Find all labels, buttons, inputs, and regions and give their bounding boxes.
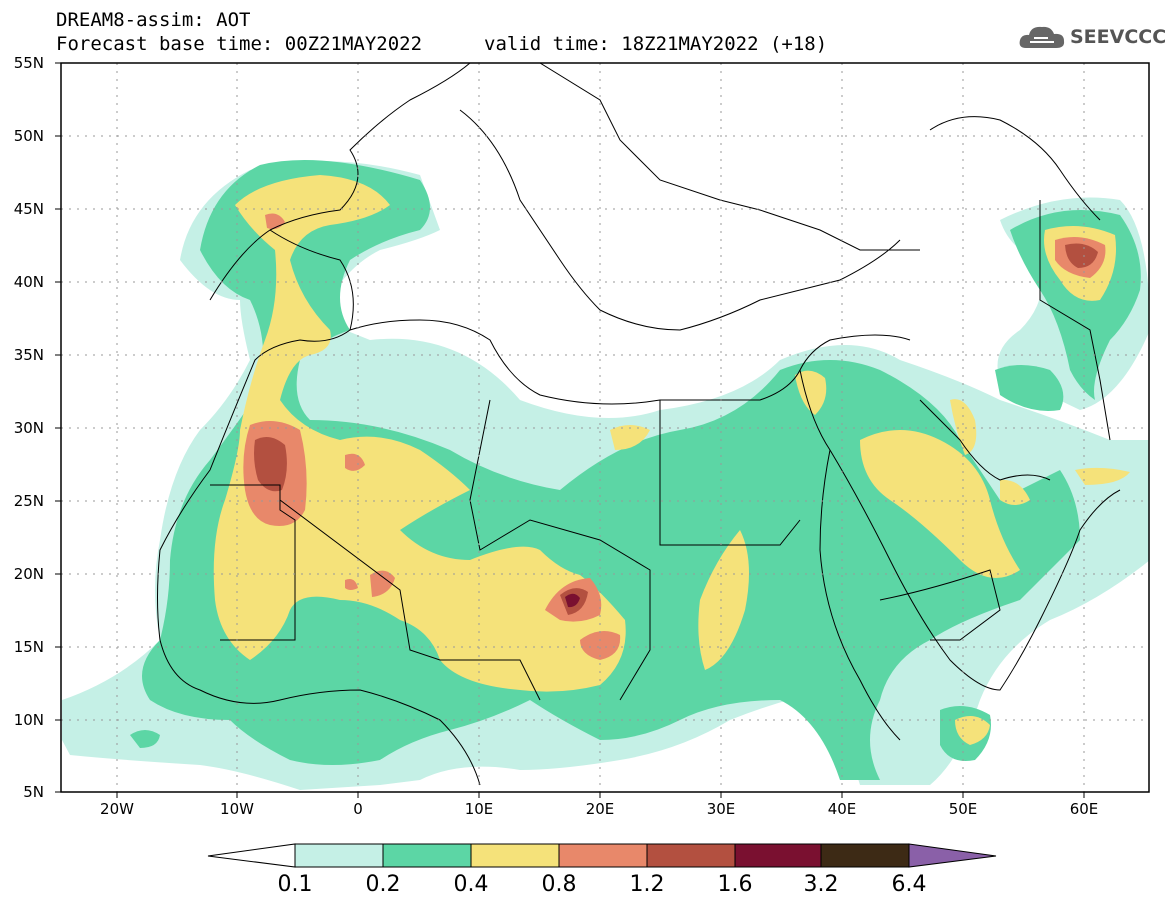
x-tick-label: 60E [1069, 800, 1099, 818]
cloud-icon [1019, 26, 1065, 48]
colorbar-label: 0.1 [277, 872, 313, 897]
x-tick-label: 50E [948, 800, 978, 818]
valid-time-text: valid time: 18Z21MAY2022 (+18) [484, 33, 828, 55]
chart-title: DREAM8-assim: AOT [56, 9, 251, 31]
colorbar-label: 0.4 [453, 872, 489, 897]
forecast-base-time: Forecast base time: 00Z21MAY2022 valid ti… [56, 33, 827, 55]
y-tick-label: 15N [13, 638, 44, 656]
colorbar-label: 1.6 [717, 872, 753, 897]
y-tick-label: 45N [13, 200, 44, 218]
x-tick-label: 10E [464, 800, 494, 818]
colorbar-segment-7 [820, 843, 910, 868]
colorbar-label: 3.2 [803, 872, 839, 897]
y-tick-label: 20N [13, 565, 44, 583]
x-tick-label: 30E [706, 800, 736, 818]
colorbar-segment-1 [294, 843, 384, 868]
x-tick-label: 20E [585, 800, 615, 818]
y-tick-label: 25N [13, 492, 44, 510]
y-tick-label: 40N [13, 273, 44, 291]
y-tick-label: 50N [13, 127, 44, 145]
aot-shading [62, 160, 1149, 790]
y-tick-label: 30N [13, 419, 44, 437]
colorbar-label: 0.2 [365, 872, 401, 897]
x-tick-label: 0 [353, 800, 363, 818]
colorbar-segment-5 [646, 843, 736, 868]
y-tick-label: 10N [13, 711, 44, 729]
x-tick-label: 10W [220, 800, 254, 818]
colorbar-segment-3 [470, 843, 560, 868]
grid-lines [61, 63, 1149, 792]
seevccc-logo: SEEVCCC [1018, 20, 1165, 56]
colorbar-segment-4 [558, 843, 648, 868]
colorbar-segment-above [908, 843, 997, 868]
colorbar-label: 0.8 [541, 872, 577, 897]
y-tick-label: 5N [23, 783, 44, 801]
base-time-text: Forecast base time: 00Z21MAY2022 [56, 33, 423, 55]
colorbar-segment-6 [734, 843, 822, 868]
coastlines [157, 63, 1121, 786]
colorbar-label: 1.2 [629, 872, 665, 897]
x-tick-label: 20W [100, 800, 134, 818]
colorbar-label: 6.4 [891, 872, 927, 897]
colorbar-segment-below [207, 843, 296, 868]
axis-ticks [55, 62, 1085, 798]
y-tick-label: 35N [13, 346, 44, 364]
x-tick-label: 40E [827, 800, 857, 818]
logo-text: SEEVCCC [1070, 26, 1165, 48]
y-tick-label: 55N [13, 54, 44, 72]
colorbar-segment-2 [382, 843, 472, 868]
colorbar [207, 843, 997, 868]
